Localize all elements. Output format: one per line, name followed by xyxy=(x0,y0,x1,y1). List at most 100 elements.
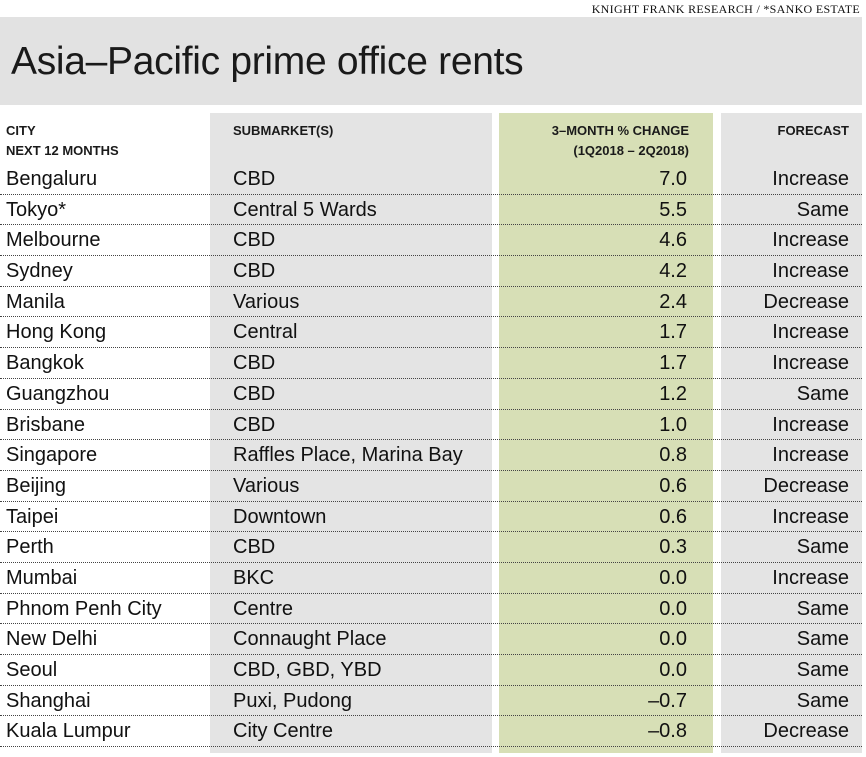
table-row: Guangzhou CBD 1.2 Same xyxy=(0,379,862,410)
header-change-line2: (1Q2018 – 2Q2018) xyxy=(573,143,689,158)
submarket-column-bg xyxy=(210,113,492,753)
table-row: Shanghai Puxi, Pudong –0.7 Same xyxy=(0,686,862,717)
cell-city: Bangkok xyxy=(6,352,84,375)
cell-city: Brisbane xyxy=(6,413,85,436)
cell-submarket: Various xyxy=(233,474,300,497)
cell-city: Guangzhou xyxy=(6,382,110,405)
cell-change: –0.8 xyxy=(648,720,687,743)
cell-change: 1.7 xyxy=(659,321,687,344)
cell-change: 0.0 xyxy=(659,659,687,681)
cell-submarket: BKC xyxy=(233,566,275,589)
cell-change: 1.0 xyxy=(659,413,687,436)
cell-submarket: Raffles Place, Marina Bay xyxy=(233,444,463,467)
cell-forecast: Increase xyxy=(772,168,849,190)
table-row: Bengaluru CBD 7.0 Increase xyxy=(0,164,862,195)
cell-forecast: Decrease xyxy=(763,290,849,313)
cell-city: Shanghai xyxy=(6,689,91,712)
cell-city: Seoul xyxy=(6,659,58,681)
table-row: Phnom Penh City Centre 0.0 Same xyxy=(0,594,862,625)
cell-submarket: CBD xyxy=(233,260,276,283)
table-row: Melbourne CBD 4.6 Increase xyxy=(0,225,862,257)
cell-submarket: CBD xyxy=(233,536,276,559)
cell-submarket: CBD xyxy=(233,229,276,252)
cell-submarket: Downtown xyxy=(233,505,327,528)
cell-forecast: Same xyxy=(796,198,849,221)
cell-city: Beijing xyxy=(6,474,67,497)
cell-submarket: CBD, GBD, YBD xyxy=(233,659,382,681)
cell-submarket: Centre xyxy=(233,597,294,620)
cell-change: –0.7 xyxy=(648,689,687,712)
cell-change: 0.0 xyxy=(659,597,687,620)
cell-city: Taipei xyxy=(6,505,59,528)
table-body: Bengaluru CBD 7.0 Increase Tokyo* Central 5 W… xyxy=(0,164,862,748)
table-row: Kuala Lumpur City Centre –0.8 Decrease xyxy=(0,716,862,748)
table-row: Singapore Raffles Place, Marina Bay 0.8 Inc… xyxy=(0,440,862,471)
cell-change: 4.6 xyxy=(659,229,687,252)
source-credit: KNIGHT FRANK RESEARCH / *SANKO ESTATE xyxy=(591,2,860,16)
header-change: 3–MONTH % CHANGE (1Q2018 – 2Q2018) xyxy=(499,121,689,161)
table-row: Seoul CBD, GBD, YBD 0.0 Same xyxy=(0,655,862,686)
cell-change: 0.0 xyxy=(659,566,687,589)
cell-change: 1.7 xyxy=(659,352,687,375)
cell-submarket: Central xyxy=(233,321,298,344)
cell-submarket: Central 5 Wards xyxy=(233,198,377,221)
cell-submarket: CBD xyxy=(233,382,276,405)
table-row: Taipei Downtown 0.6 Increase xyxy=(0,502,862,533)
header-city-line2: NEXT 12 MONTHS xyxy=(6,143,119,158)
table-row: Sydney CBD 4.2 Increase xyxy=(0,256,862,287)
cell-submarket: CBD xyxy=(233,352,276,375)
cell-city: Phnom Penh City xyxy=(6,597,162,620)
cell-forecast: Same xyxy=(796,597,849,620)
forecast-column-bg xyxy=(721,113,862,753)
cell-forecast: Same xyxy=(796,382,849,405)
cell-change: 7.0 xyxy=(659,168,687,190)
city-column-bg xyxy=(0,113,200,753)
cell-city: Melbourne xyxy=(6,229,101,252)
change-column-bg xyxy=(499,113,713,753)
table-row: New Delhi Connaught Place 0.0 Same xyxy=(0,624,862,655)
cell-forecast: Increase xyxy=(772,566,849,589)
cell-submarket: Connaught Place xyxy=(233,628,387,651)
cell-city: Perth xyxy=(6,536,54,559)
cell-change: 0.8 xyxy=(659,444,687,467)
table-row: Perth CBD 0.3 Same xyxy=(0,532,862,563)
cell-change: 0.6 xyxy=(659,474,687,497)
cell-city: Hong Kong xyxy=(6,321,107,344)
page-title: Asia–Pacific prime office rents xyxy=(11,40,524,83)
cell-forecast: Increase xyxy=(772,321,849,344)
cell-city: Sydney xyxy=(6,260,73,283)
cell-change: 0.3 xyxy=(659,536,687,559)
title-band: Asia–Pacific prime office rents xyxy=(0,17,862,105)
cell-city: New Delhi xyxy=(6,628,98,651)
cell-forecast: Same xyxy=(796,689,849,712)
cell-forecast: Increase xyxy=(772,413,849,436)
cell-forecast: Same xyxy=(796,536,849,559)
cell-city: Bengaluru xyxy=(6,168,98,190)
table-row: Mumbai BKC 0.0 Increase xyxy=(0,563,862,594)
cell-forecast: Increase xyxy=(772,505,849,528)
cell-forecast: Increase xyxy=(772,229,849,252)
header-forecast: FORECAST xyxy=(777,123,850,138)
cell-city: Manila xyxy=(6,290,65,313)
cell-forecast: Increase xyxy=(772,444,849,467)
header-submarket: SUBMARKET(S) xyxy=(233,123,334,138)
table-row: Tokyo* Central 5 Wards 5.5 Same xyxy=(0,195,862,226)
cell-forecast: Increase xyxy=(772,260,849,283)
cell-change: 5.5 xyxy=(659,198,687,221)
cell-submarket: City Centre xyxy=(233,720,334,743)
cell-submarket: CBD xyxy=(233,413,276,436)
cell-change: 0.0 xyxy=(659,628,687,651)
table-row: Hong Kong Central 1.7 Increase xyxy=(0,317,862,349)
cell-forecast: Same xyxy=(796,628,849,651)
cell-submarket: CBD xyxy=(233,168,276,190)
cell-city: Singapore xyxy=(6,444,98,467)
header-change-line1: 3–MONTH % CHANGE xyxy=(551,123,689,138)
cell-submarket: Various xyxy=(233,290,300,313)
cell-city: Kuala Lumpur xyxy=(6,720,131,743)
cell-forecast: Same xyxy=(796,659,849,681)
table-row: Manila Various 2.4 Decrease xyxy=(0,287,862,318)
cell-forecast: Decrease xyxy=(763,720,849,743)
cell-change: 0.6 xyxy=(659,505,687,528)
cell-city: Tokyo* xyxy=(6,198,67,221)
header-city-line1: CITY xyxy=(6,123,36,138)
